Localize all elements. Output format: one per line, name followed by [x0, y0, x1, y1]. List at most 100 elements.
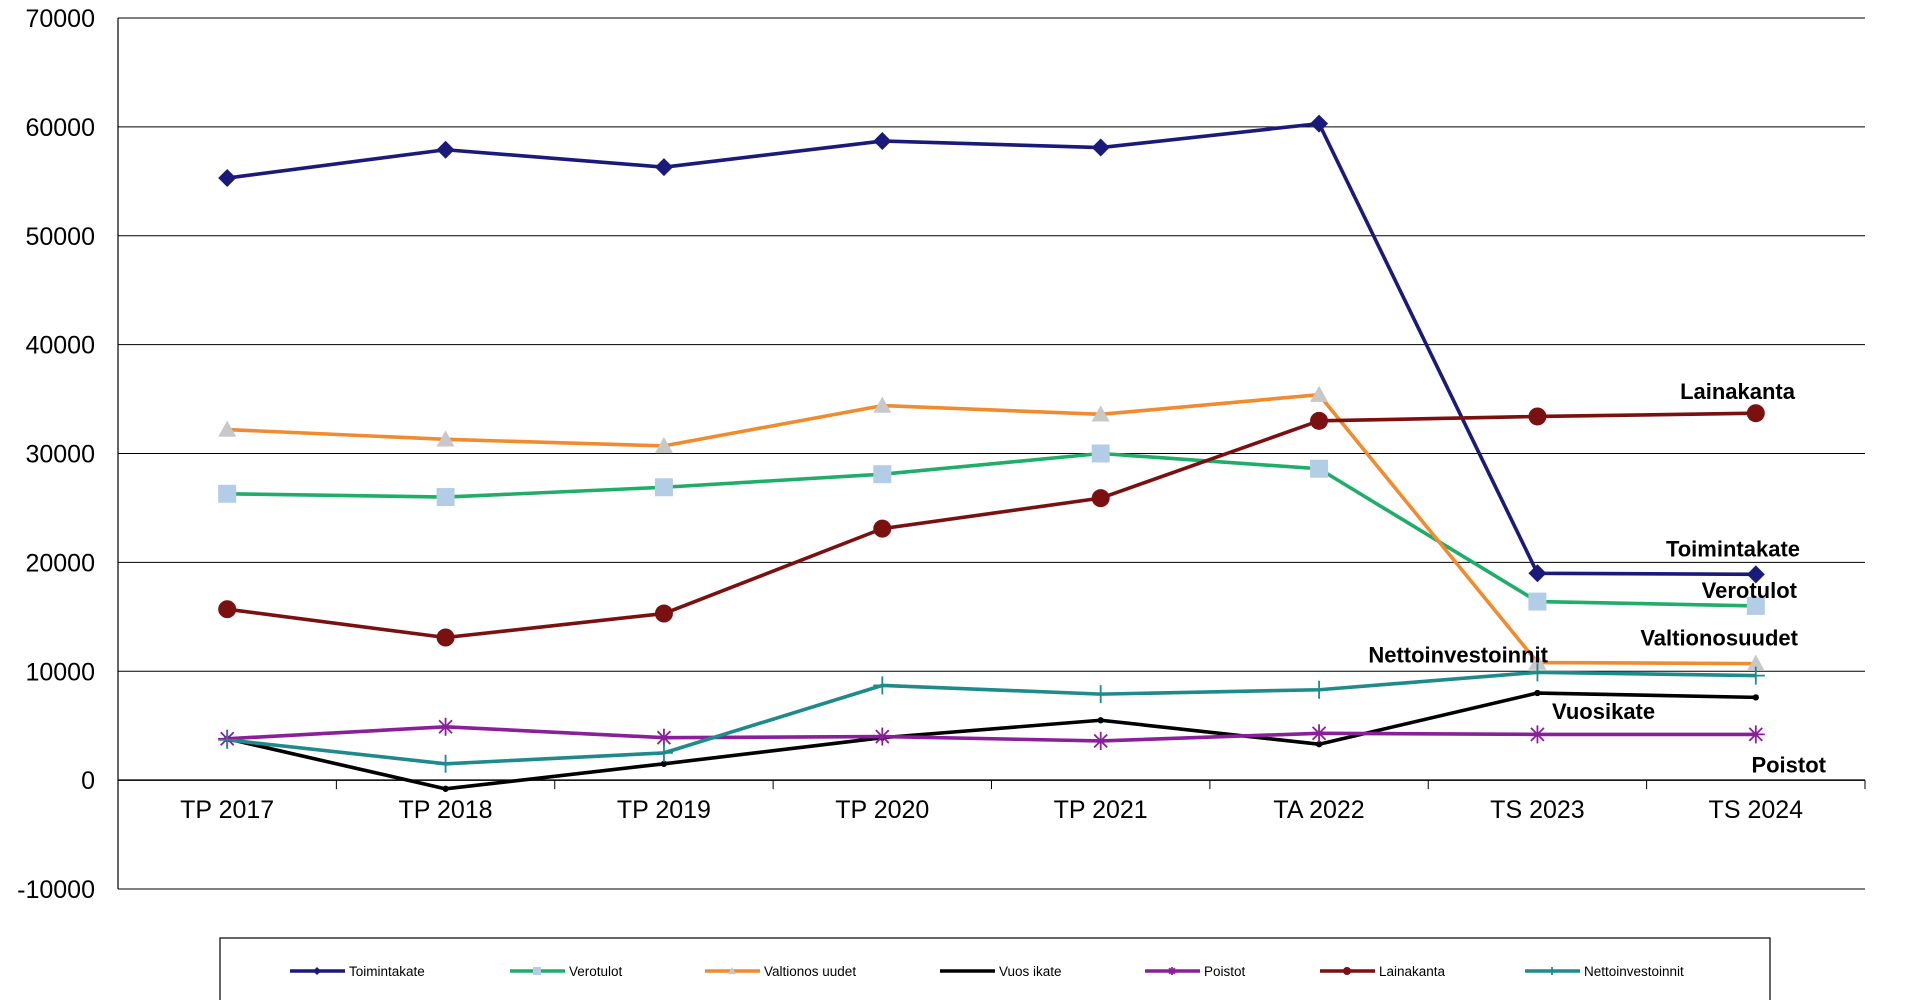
data-point	[728, 967, 736, 975]
data-point	[1310, 459, 1329, 478]
data-point	[436, 488, 455, 507]
data-point	[218, 600, 237, 619]
y-tick-label: 10000	[25, 658, 95, 686]
data-point	[1528, 592, 1547, 611]
data-point	[1343, 967, 1351, 975]
data-point	[436, 430, 455, 447]
data-point	[1528, 564, 1547, 583]
data-point	[965, 969, 969, 973]
data-point	[1746, 596, 1765, 615]
series-label: Valtionosuudet	[1640, 626, 1798, 651]
data-point	[1315, 741, 1323, 748]
legend-item: Verotulot	[510, 964, 623, 979]
data-point	[1168, 967, 1176, 975]
data-point	[873, 727, 892, 746]
data-point	[218, 420, 237, 437]
series-label: Toimintakate	[1666, 536, 1800, 561]
data-point	[1746, 666, 1765, 685]
legend-item: Vuos ikate	[940, 964, 1062, 979]
data-point	[1528, 407, 1547, 426]
data-point	[654, 436, 673, 454]
legend-label: Vuos ikate	[999, 964, 1062, 979]
series-markers	[218, 114, 1765, 792]
legend-item: Poistot	[1145, 964, 1246, 979]
data-point	[873, 676, 892, 695]
data-point	[1091, 731, 1110, 750]
data-point	[1528, 653, 1547, 670]
x-tick-labels: TP 2017 TP 2018 TP 2019 TP 2020 TP 2021 TA 20…	[180, 796, 1803, 824]
y-tick-label: 30000	[25, 441, 95, 469]
x-tick-label: TP 2017	[180, 796, 274, 824]
data-point	[873, 519, 892, 538]
data-point	[1091, 138, 1110, 157]
x-tick-label: TP 2019	[617, 796, 711, 824]
series-labels: Toimintakate Verotulot Valtionosuudet Vuosi…	[1368, 379, 1826, 777]
series-line	[226, 691, 1756, 791]
legend-label: Toimintakate	[349, 964, 425, 979]
data-point	[1746, 565, 1765, 584]
y-tick-label: 40000	[25, 332, 95, 360]
data-point	[1746, 654, 1765, 671]
data-point	[654, 478, 673, 497]
data-point	[1746, 404, 1765, 423]
series-line	[226, 121, 1756, 577]
y-tick-label: 50000	[25, 223, 95, 251]
x-tick-label: TS 2024	[1709, 796, 1804, 824]
series-label: Nettoinvestoinnit	[1368, 642, 1548, 667]
legend-label: Nettoinvestoinnit	[1584, 964, 1684, 979]
data-point	[436, 628, 455, 647]
x-tick-label: TP 2018	[399, 796, 493, 824]
data-point	[1091, 444, 1110, 463]
data-point	[436, 754, 455, 773]
data-point	[1091, 405, 1110, 422]
legend-label: Verotulot	[569, 964, 623, 979]
data-point	[1528, 725, 1547, 744]
data-point	[218, 169, 237, 188]
data-point	[1310, 411, 1329, 430]
data-point	[436, 140, 455, 159]
series-line	[226, 411, 1756, 640]
data-point	[1091, 685, 1110, 704]
data-point	[1548, 967, 1556, 975]
data-point	[873, 396, 892, 413]
y-tick-label: 70000	[25, 5, 95, 33]
data-point	[1091, 489, 1110, 508]
y-tick-label: 20000	[25, 549, 95, 577]
data-point	[533, 967, 541, 975]
data-point	[1746, 725, 1765, 744]
legend-label: Lainakanta	[1379, 964, 1446, 979]
series-label: Poistot	[1751, 752, 1826, 777]
data-point	[1310, 385, 1329, 402]
x-tick-label: TS 2023	[1490, 796, 1585, 824]
series-line	[227, 392, 1756, 666]
data-point	[654, 728, 673, 747]
data-point	[873, 132, 892, 151]
data-point	[654, 604, 673, 623]
series-label: Verotulot	[1702, 578, 1798, 603]
data-point	[654, 743, 673, 762]
data-point	[873, 465, 892, 484]
data-point	[660, 760, 668, 767]
data-point	[442, 785, 449, 792]
legend-box	[219, 937, 1771, 1000]
legend-item: Nettoinvestoinnit	[1525, 964, 1684, 979]
series-lines	[226, 121, 1756, 791]
series-label: Lainakanta	[1680, 379, 1796, 404]
data-point	[1310, 114, 1329, 133]
data-point	[218, 730, 237, 749]
data-point	[654, 158, 673, 177]
legend-label: Poistot	[1204, 964, 1246, 979]
y-tick-labels: -10000 0 10000 20000 30000 40000 50000 60000 700…	[17, 5, 95, 904]
legend-label: Valtionos uudet	[764, 964, 856, 979]
data-point	[1310, 724, 1329, 743]
x-tick-label: TP 2021	[1054, 796, 1148, 824]
data-point	[1097, 717, 1104, 724]
x-tick-label: TP 2020	[835, 796, 929, 824]
legend: Toimintakate Verotulot Valtionos uudet Vuos…	[219, 937, 1771, 1000]
series-line	[226, 670, 1756, 766]
x-tick-label: TA 2022	[1273, 796, 1364, 824]
data-point	[1752, 694, 1759, 701]
y-tick-label: 60000	[25, 114, 95, 142]
